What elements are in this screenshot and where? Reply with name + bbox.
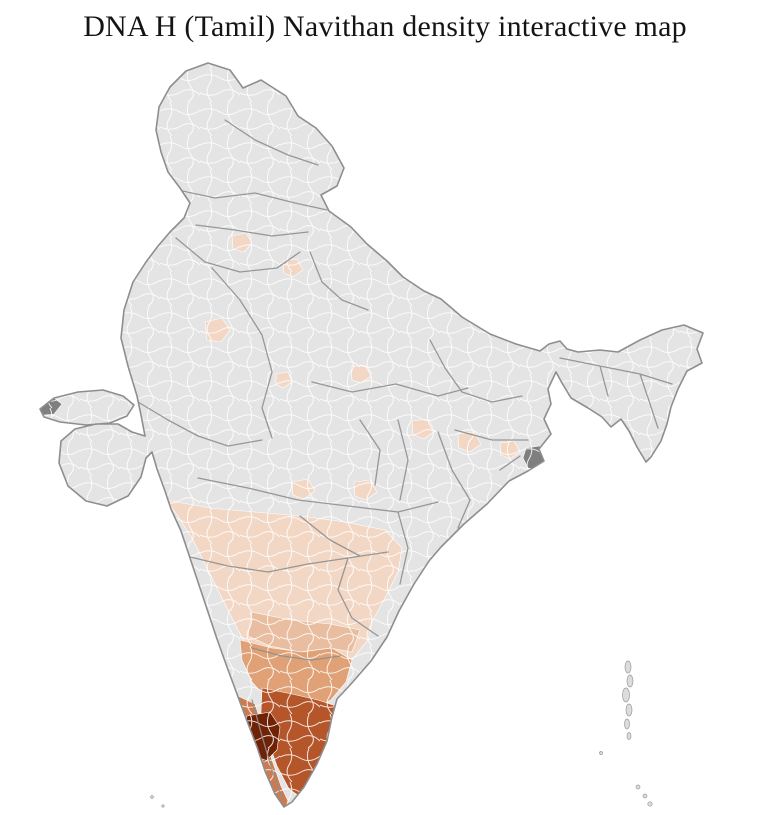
country-outline [39, 62, 704, 808]
island-shape[interactable] [624, 718, 630, 730]
island-shape[interactable] [150, 795, 154, 799]
island-shape[interactable] [622, 687, 630, 703]
island-shape[interactable] [599, 751, 603, 755]
island-shape[interactable] [635, 784, 641, 790]
island-shape[interactable] [161, 804, 165, 808]
andaman-nicobar-islands[interactable] [599, 660, 653, 807]
island-shape[interactable] [642, 793, 648, 799]
page-title: DNA H (Tamil) Navithan density interacti… [83, 10, 687, 43]
lakshadweep-islands[interactable] [150, 795, 165, 808]
island-shape[interactable] [626, 732, 632, 740]
island-shape[interactable] [625, 703, 633, 717]
island-shape[interactable] [647, 801, 653, 807]
island-shape[interactable] [626, 674, 634, 688]
island-shape[interactable] [624, 660, 632, 674]
state-borders [137, 119, 673, 799]
